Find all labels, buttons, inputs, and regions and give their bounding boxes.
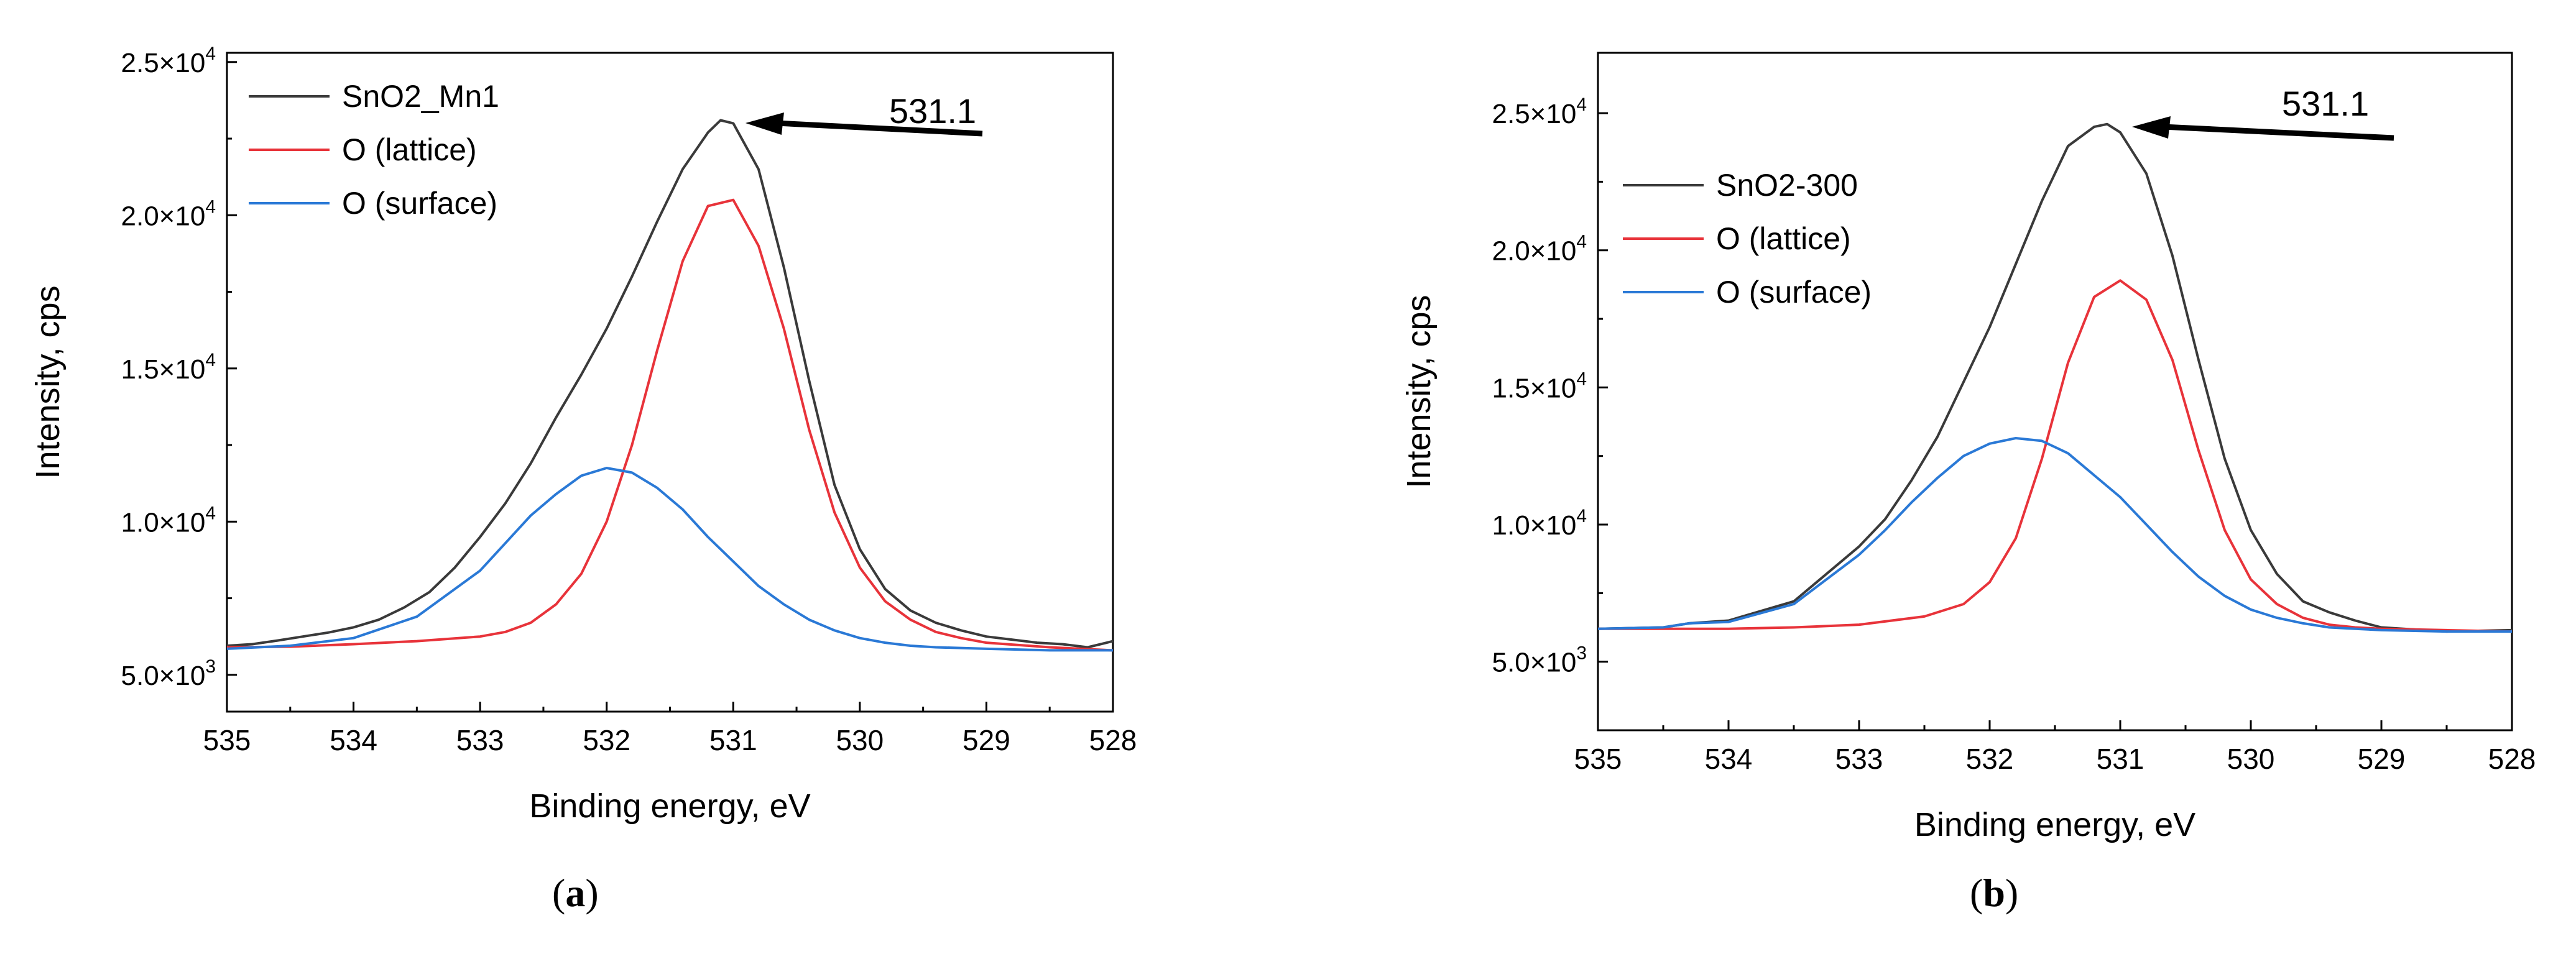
caption-b: (b) (1970, 871, 2019, 915)
series-line-o-surface- (1597, 437, 2512, 633)
y-axis-label: Intensity, cps (1400, 295, 1438, 488)
annotation-arrow-head (2132, 116, 2171, 139)
x-tick-label: 533 (1835, 743, 1883, 775)
legend-label: SnO2_Mn1 (342, 79, 499, 114)
x-tick-label: 530 (2227, 743, 2275, 775)
y-tick-label: 1.5×104 (1492, 369, 1587, 403)
y-tick-label: 5.0×103 (1492, 643, 1587, 678)
x-tick-label: 532 (1966, 743, 2014, 775)
y-tick-label: 2.5×104 (121, 44, 216, 78)
series-line-o-lattice- (226, 198, 1114, 652)
series-line-o-surface- (226, 467, 1113, 652)
x-tick-label: 534 (1705, 743, 1753, 775)
series-line-sno2-300 (1597, 122, 2513, 633)
x-tick-label: 535 (203, 724, 251, 756)
x-tick-label: 528 (2488, 743, 2536, 775)
legend-label: O (surface) (342, 186, 497, 221)
x-axis-label: Binding energy, eV (1914, 806, 2195, 843)
caption-a: (a) (552, 871, 599, 915)
y-tick-label: 1.0×104 (121, 503, 216, 538)
x-tick-label: 530 (836, 724, 884, 756)
annotation-arrow-shaft (2163, 124, 2394, 141)
x-tick-label: 534 (330, 724, 377, 756)
y-tick-label: 2.0×104 (1492, 232, 1587, 267)
x-tick-label: 531 (709, 724, 757, 756)
series-line-sno2-mn1 (226, 119, 1114, 649)
annotation-arrow-head (745, 112, 784, 135)
x-tick-label: 532 (583, 724, 630, 756)
series-line-o-lattice- (1598, 279, 2513, 633)
chart-panel-b: 535 534 533 532 531 530 529 528 5.0×103 1.0×104 1.… (1400, 52, 2536, 843)
annotation-label: 531.1 (889, 91, 976, 131)
legend-label: SnO2-300 (1716, 168, 1858, 203)
legend-label: O (surface) (1716, 275, 1872, 310)
x-tick-label: 531 (2097, 743, 2144, 775)
caption-a-letter: a (565, 871, 586, 915)
x-tick-label: 533 (456, 724, 504, 756)
y-tick-label: 1.0×104 (1492, 506, 1587, 541)
y-tick-label: 2.5×104 (1492, 94, 1587, 129)
y-tick-label: 2.0×104 (121, 196, 216, 231)
x-tick-label: 528 (1089, 724, 1137, 756)
annotation-arrow-shaft (776, 120, 983, 137)
legend-label: O (lattice) (1716, 221, 1851, 256)
x-tick-label: 529 (2358, 743, 2406, 775)
x-axis-label: Binding energy, eV (529, 787, 810, 825)
legend-label: O (lattice) (342, 132, 477, 167)
caption-b-letter: b (1983, 871, 2005, 915)
annotation-label: 531.1 (2282, 84, 2369, 123)
y-axis-label: Intensity, cps (29, 285, 67, 479)
y-tick-label: 1.5×104 (121, 350, 216, 385)
chart-panel-a: 535 534 533 532 531 530 529 528 5.0×103 1.0×104 1.… (29, 44, 1137, 825)
x-tick-label: 529 (963, 724, 1010, 756)
y-tick-label: 5.0×103 (121, 656, 216, 691)
x-tick-label: 535 (1574, 743, 1622, 775)
